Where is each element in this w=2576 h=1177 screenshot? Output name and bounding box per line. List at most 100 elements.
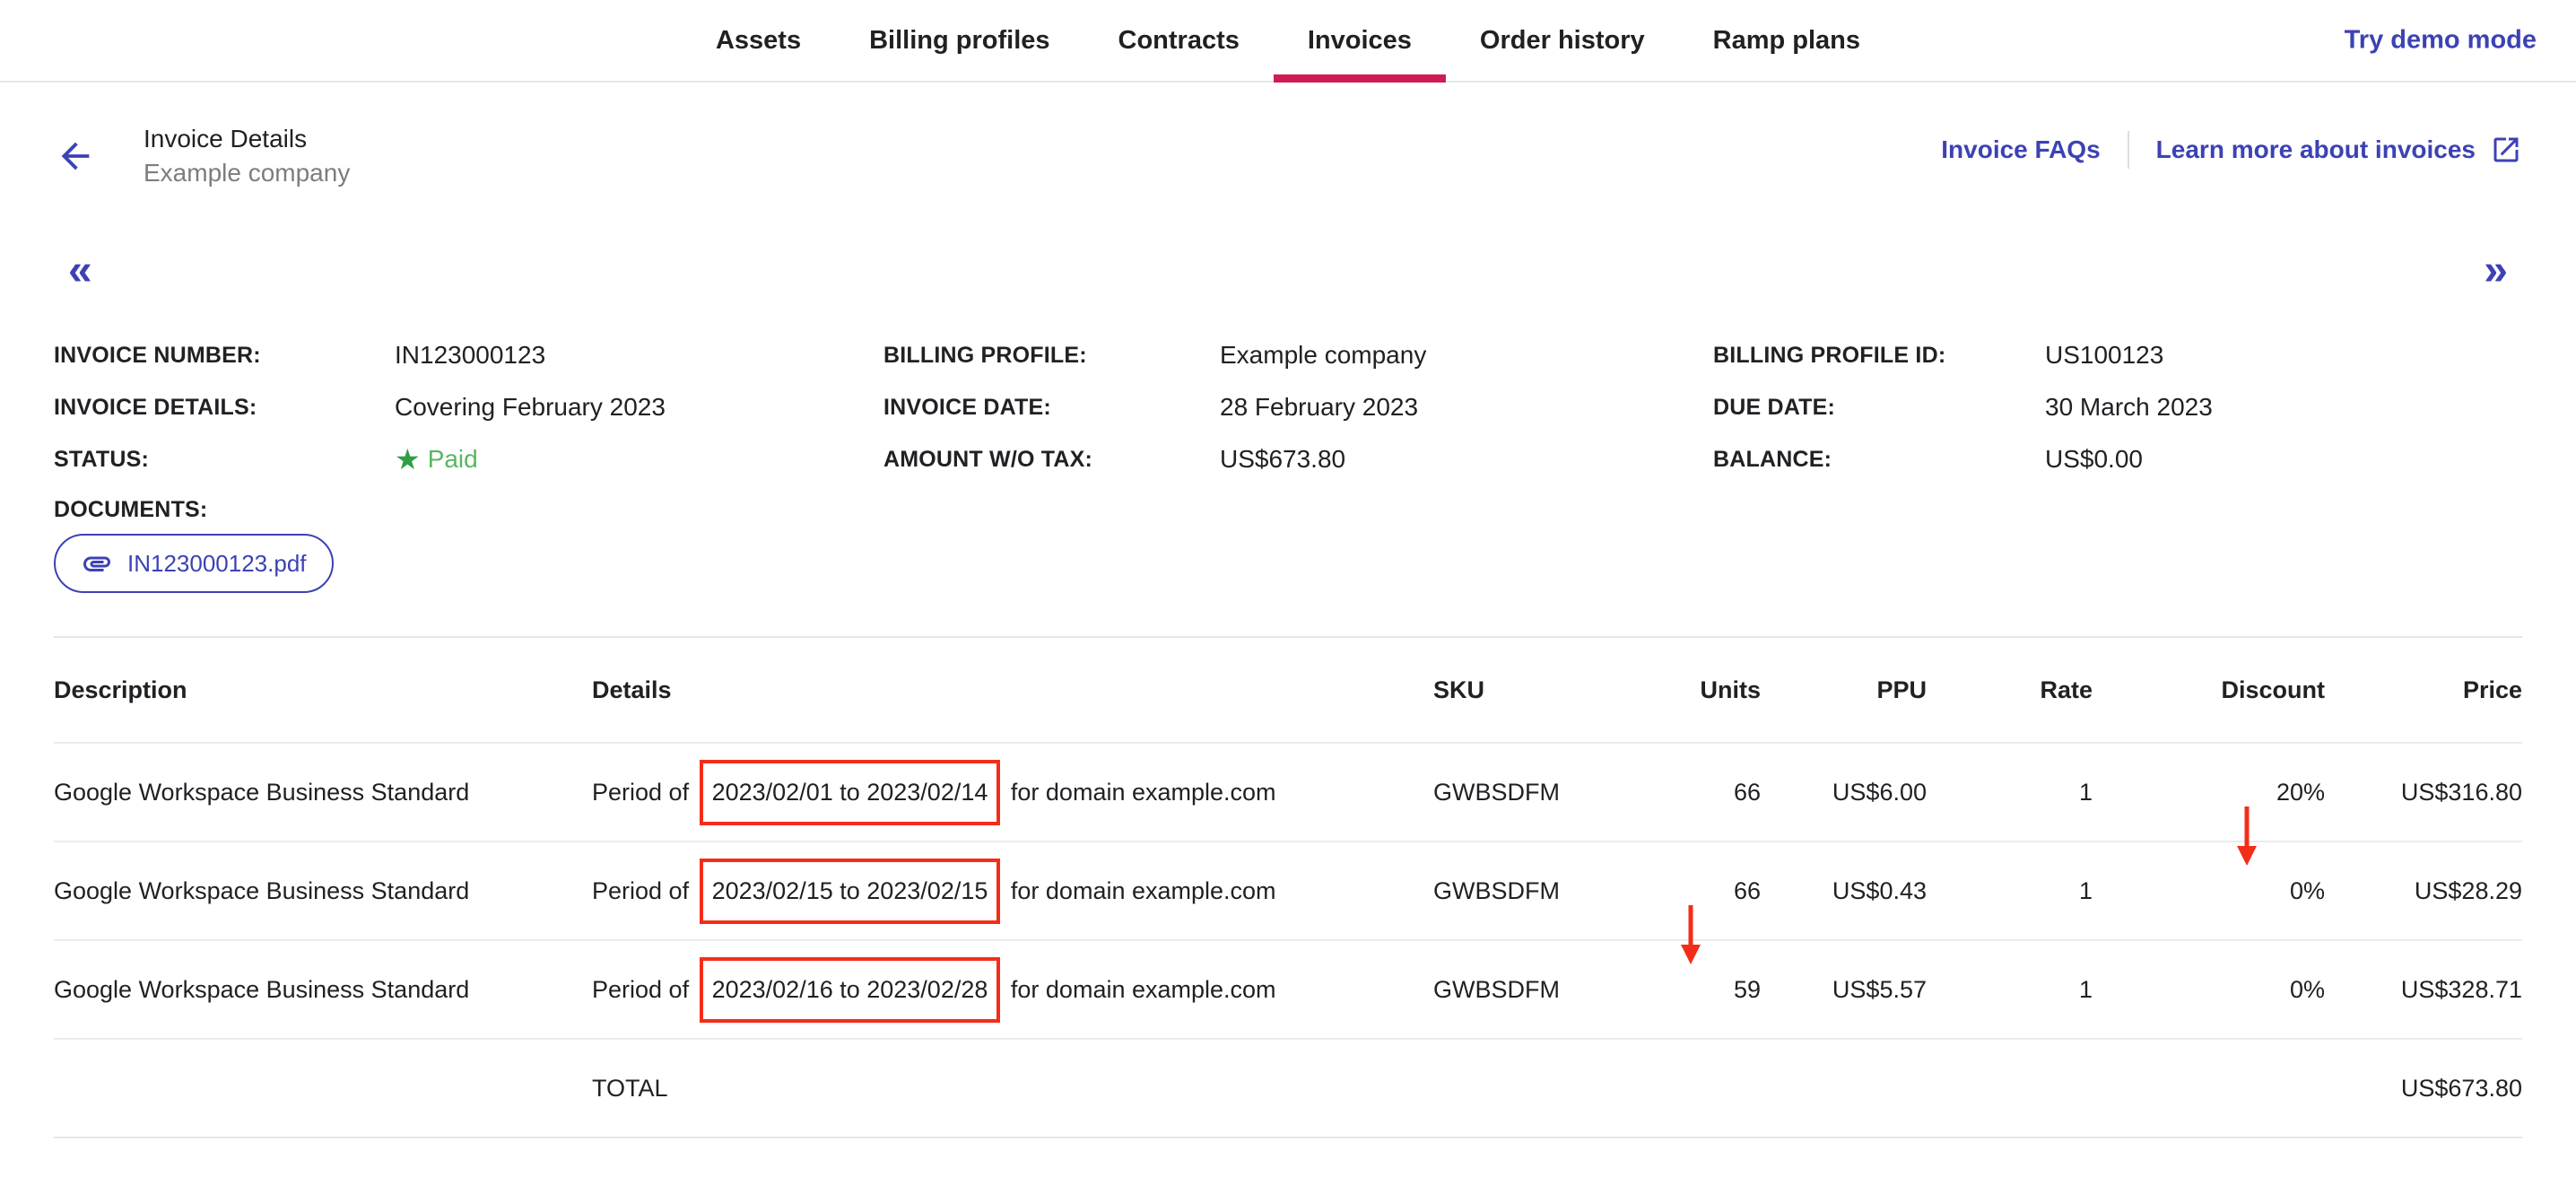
- page-header: Invoice Details Example company Invoice …: [54, 122, 2522, 190]
- tab-ramp-plans[interactable]: Ramp plans: [1679, 0, 1894, 81]
- row-rate: 1: [2078, 876, 2093, 904]
- col-header-price: Price: [2462, 676, 2522, 703]
- tab-label: Order history: [1479, 25, 1645, 55]
- invoice-details-value: Covering February 2023: [395, 393, 666, 421]
- row-discount: 0%: [2289, 975, 2325, 1003]
- next-invoice-icon[interactable]: »: [2484, 247, 2508, 294]
- row-price: US$28.29: [2414, 876, 2522, 904]
- invoice-date-label: INVOICE DATE:: [883, 394, 1051, 420]
- row-description: Google Workspace Business Standard: [54, 975, 470, 1003]
- annotation-box-period: 2023/02/15 to 2023/02/15: [699, 858, 1001, 924]
- due-date-label: DUE DATE:: [1713, 394, 1836, 420]
- status-label: STATUS:: [54, 446, 150, 472]
- row-ppu: US$6.00: [1832, 778, 1927, 806]
- row-details: Period of 2023/02/15 to 2023/02/15 for d…: [592, 858, 1433, 924]
- amount-wo-tax-value: US$673.80: [1220, 445, 1346, 473]
- balance-label: BALANCE:: [1713, 446, 1832, 472]
- table-header-row: Description Details SKU Units PPU Rate D…: [54, 638, 2522, 742]
- total-label: TOTAL: [592, 1074, 668, 1102]
- try-demo-mode-link[interactable]: Try demo mode: [2344, 25, 2537, 55]
- row-rate: 1: [2078, 778, 2093, 806]
- tab-contracts[interactable]: Contracts: [1084, 0, 1274, 81]
- tab-assets[interactable]: Assets: [682, 0, 835, 81]
- row-price: US$316.80: [2400, 778, 2522, 806]
- header-links: Invoice FAQs Learn more about invoices: [1941, 131, 2522, 169]
- tab-label: Contracts: [1118, 25, 1240, 55]
- tab-label: Ramp plans: [1712, 25, 1861, 55]
- table-row: Google Workspace Business Standard Perio…: [54, 742, 2522, 841]
- row-discount: 20%: [2276, 778, 2325, 806]
- invoice-metadata: INVOICE NUMBER: IN123000123 BILLING PROF…: [54, 341, 2522, 523]
- learn-more-link[interactable]: Learn more about invoices: [2156, 134, 2522, 166]
- billing-profile-value: Example company: [1220, 341, 1427, 369]
- row-units: 66: [1733, 876, 1761, 904]
- col-header-rate: Rate: [2040, 676, 2093, 703]
- details-prefix: Period of: [592, 876, 690, 904]
- billing-profile-id-value: US100123: [2045, 341, 2164, 369]
- invoice-number-value: IN123000123: [395, 341, 546, 369]
- amount-wo-tax-label: AMOUNT W/O TAX:: [883, 446, 1093, 472]
- annotation-box-period: 2023/02/01 to 2023/02/14: [699, 759, 1001, 825]
- open-in-new-icon: [2493, 137, 2519, 162]
- invoice-number-label: INVOICE NUMBER:: [54, 342, 261, 368]
- col-header-description: Description: [54, 676, 187, 703]
- invoice-pager: « »: [54, 248, 2522, 294]
- table-total-row: TOTAL US$673.80: [54, 1038, 2522, 1137]
- details-prefix: Period of: [592, 975, 690, 1003]
- row-rate: 1: [2078, 975, 2093, 1003]
- billing-profile-id-label: BILLING PROFILE ID:: [1713, 342, 1946, 368]
- row-sku: GWBSDFM: [1433, 778, 1560, 806]
- paperclip-icon: [83, 556, 110, 571]
- invoice-date-value: 28 February 2023: [1220, 393, 1419, 421]
- line-items-table: Description Details SKU Units PPU Rate D…: [54, 636, 2522, 1138]
- total-value: US$673.80: [2400, 1074, 2522, 1102]
- links-divider: [2127, 131, 2129, 169]
- red-down-arrow-units: [1681, 905, 1701, 964]
- details-suffix: for domain example.com: [1010, 778, 1276, 806]
- invoice-pdf-filename: IN123000123.pdf: [127, 549, 307, 577]
- page-subtitle: Example company: [144, 159, 351, 187]
- page-title: Invoice Details: [144, 125, 308, 153]
- previous-invoice-icon[interactable]: «: [68, 247, 92, 294]
- tab-billing-profiles[interactable]: Billing profiles: [835, 0, 1083, 81]
- status-badge: ★ Paid: [395, 445, 883, 474]
- documents-label: DOCUMENTS:: [54, 497, 208, 522]
- learn-more-label: Learn more about invoices: [2155, 135, 2476, 163]
- row-sku: GWBSDFM: [1433, 975, 1560, 1003]
- row-price: US$328.71: [2400, 975, 2522, 1003]
- row-details: Period of 2023/02/01 to 2023/02/14 for d…: [592, 759, 1433, 825]
- tab-label: Billing profiles: [869, 25, 1050, 55]
- row-ppu: US$0.43: [1832, 876, 1927, 904]
- tab-invoices[interactable]: Invoices: [1273, 0, 1446, 83]
- details-suffix: for domain example.com: [1010, 876, 1276, 904]
- tab-label: Invoices: [1307, 25, 1412, 55]
- status-text: Paid: [427, 445, 478, 473]
- balance-value: US$0.00: [2045, 445, 2143, 473]
- documents-row: IN123000123.pdf: [54, 534, 2522, 593]
- nav-tabs: Assets Billing profiles Contracts Invoic…: [682, 0, 1894, 83]
- arrow-back-icon: [61, 142, 90, 170]
- row-discount: 0%: [2289, 876, 2325, 904]
- details-prefix: Period of: [592, 778, 690, 806]
- row-ppu: US$5.57: [1832, 975, 1927, 1003]
- col-header-units: Units: [1700, 676, 1762, 703]
- table-row: Google Workspace Business Standard Perio…: [54, 939, 2522, 1038]
- tab-label: Assets: [715, 25, 802, 55]
- main-content: Invoice Details Example company Invoice …: [0, 122, 2576, 1138]
- row-description: Google Workspace Business Standard: [54, 778, 470, 806]
- tab-order-history[interactable]: Order history: [1446, 0, 1679, 81]
- invoice-faqs-link[interactable]: Invoice FAQs: [1941, 135, 2101, 163]
- row-units: 59: [1733, 975, 1761, 1003]
- col-header-ppu: PPU: [1876, 676, 1927, 703]
- table-row: Google Workspace Business Standard Perio…: [54, 841, 2522, 939]
- col-header-details: Details: [592, 676, 672, 703]
- annotation-box-period: 2023/02/16 to 2023/02/28: [699, 956, 1001, 1023]
- row-description: Google Workspace Business Standard: [54, 876, 470, 904]
- due-date-value: 30 March 2023: [2045, 393, 2213, 421]
- active-tab-underline: [1273, 74, 1446, 83]
- col-header-discount: Discount: [2221, 676, 2325, 703]
- back-button[interactable]: [54, 135, 97, 178]
- invoice-pdf-chip[interactable]: IN123000123.pdf: [54, 534, 334, 593]
- title-block: Invoice Details Example company: [144, 122, 350, 190]
- row-sku: GWBSDFM: [1433, 876, 1560, 904]
